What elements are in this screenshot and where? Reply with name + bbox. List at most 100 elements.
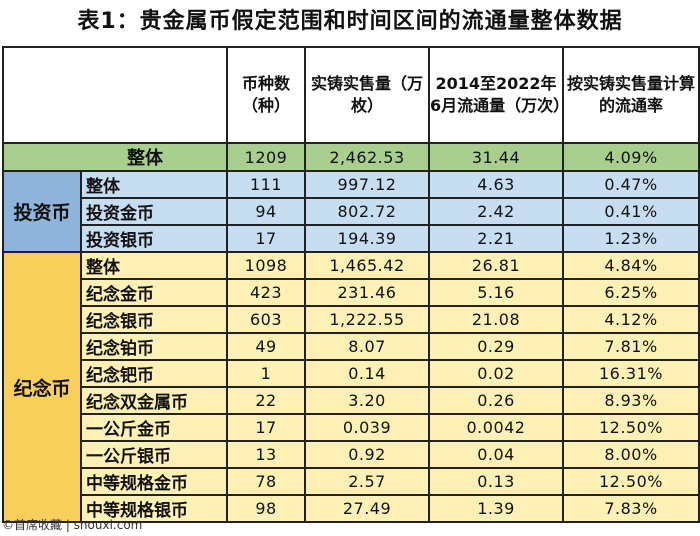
total-circulation: 31.44 — [428, 142, 564, 172]
row-count: 78 — [226, 467, 306, 496]
row-minted: 27.49 — [304, 494, 430, 523]
total-count: 1209 — [226, 142, 306, 172]
row-label: 整体 — [80, 170, 228, 199]
row-rate: 8.00% — [562, 440, 700, 469]
row-rate: 6.25% — [562, 278, 700, 307]
table-row: 一公斤金币 17 0.039 0.0042 12.50% — [3, 413, 700, 442]
table-row: 中等规格银币 98 27.49 1.39 7.83% — [3, 494, 700, 523]
row-label: 纪念钯币 — [80, 359, 228, 388]
investment-section: 投资币 整体 111 997.12 4.63 0.47% 投资金币 94 802.72 2.42 0… — [2, 170, 700, 253]
footer-credit: ©首席收藏 | shouxi.com — [2, 518, 143, 532]
row-circulation: 0.0042 — [428, 413, 564, 442]
row-circulation: 2.21 — [428, 224, 564, 253]
row-circulation: 0.13 — [428, 467, 564, 496]
table-row: 纪念银币 603 1,222.55 21.08 4.12% — [3, 305, 700, 334]
table-row: 中等规格金币 78 2.57 0.13 12.50% — [3, 467, 700, 496]
row-label: 一公斤金币 — [80, 413, 228, 442]
table-row: 纪念钯币 1 0.14 0.02 16.31% — [3, 359, 700, 388]
table-row: 纪念金币 423 231.46 5.16 6.25% — [3, 278, 700, 307]
table-row-total: 整体 1209 2,462.53 31.44 4.09% — [2, 142, 700, 172]
row-rate: 0.47% — [562, 170, 700, 199]
row-minted: 0.039 — [304, 413, 430, 442]
row-circulation: 0.04 — [428, 440, 564, 469]
row-minted: 2.57 — [304, 467, 430, 496]
circulation-table: 币种数（种） 实铸实售量（万枚） 2014至2022年6月流通量（万次） 按实铸… — [2, 46, 700, 523]
header-count: 币种数（种） — [226, 46, 306, 144]
page-title: 表1：贵金属币假定范围和时间区间的流通量整体数据 — [77, 9, 623, 34]
row-circulation: 0.26 — [428, 386, 564, 415]
row-minted: 194.39 — [304, 224, 430, 253]
header-minted: 实铸实售量（万枚） — [304, 46, 430, 144]
row-count: 1 — [226, 359, 306, 388]
row-minted: 802.72 — [304, 197, 430, 226]
table-row: 投资金币 94 802.72 2.42 0.41% — [3, 197, 700, 226]
row-count: 49 — [226, 332, 306, 361]
row-count: 1098 — [226, 251, 306, 280]
row-label: 投资银币 — [80, 224, 228, 253]
row-minted: 231.46 — [304, 278, 430, 307]
row-minted: 0.92 — [304, 440, 430, 469]
row-rate: 8.93% — [562, 386, 700, 415]
header-rate: 按实铸实售量计算的流通率 — [562, 46, 700, 144]
table-row: 纪念币 整体 1098 1,465.42 26.81 4.84% — [2, 251, 700, 523]
header-row: 币种数（种） 实铸实售量（万枚） 2014至2022年6月流通量（万次） 按实铸… — [2, 46, 700, 144]
row-label: 中等规格银币 — [80, 494, 228, 523]
row-circulation: 5.16 — [428, 278, 564, 307]
row-label: 中等规格金币 — [80, 467, 228, 496]
row-label: 纪念银币 — [80, 305, 228, 334]
total-minted: 2,462.53 — [304, 142, 430, 172]
row-circulation: 0.02 — [428, 359, 564, 388]
row-minted: 8.07 — [304, 332, 430, 361]
row-rate: 7.81% — [562, 332, 700, 361]
table-row: 投资银币 17 194.39 2.21 1.23% — [3, 224, 700, 253]
row-rate: 4.12% — [562, 305, 700, 334]
row-rate: 0.41% — [562, 197, 700, 226]
row-count: 22 — [226, 386, 306, 415]
row-label: 纪念铂币 — [80, 332, 228, 361]
row-count: 111 — [226, 170, 306, 199]
table-row: 纪念铂币 49 8.07 0.29 7.81% — [3, 332, 700, 361]
row-circulation: 0.29 — [428, 332, 564, 361]
table-row: 一公斤银币 13 0.92 0.04 8.00% — [3, 440, 700, 469]
total-rate: 4.09% — [562, 142, 700, 172]
row-count: 17 — [226, 413, 306, 442]
row-circulation: 26.81 — [428, 251, 564, 280]
header-blank — [2, 46, 228, 144]
row-minted: 1,222.55 — [304, 305, 430, 334]
row-label: 整体 — [80, 251, 228, 280]
commemorative-section: 纪念币 整体 1098 1,465.42 26.81 4.84% 纪念金币 423 231.46… — [2, 251, 700, 523]
investment-group-label: 投资币 — [2, 170, 82, 253]
header-circulation-label: 2014至2022年6月流通量（万次） — [430, 74, 570, 115]
row-rate: 12.50% — [562, 467, 700, 496]
row-label: 纪念双金属币 — [80, 386, 228, 415]
row-minted: 997.12 — [304, 170, 430, 199]
commemorative-group-label: 纪念币 — [2, 251, 82, 523]
row-rate: 7.83% — [562, 494, 700, 523]
row-label: 投资金币 — [80, 197, 228, 226]
row-minted: 0.14 — [304, 359, 430, 388]
row-label: 纪念金币 — [80, 278, 228, 307]
header-minted-label: 实铸实售量（万枚） — [310, 74, 423, 115]
row-count: 603 — [226, 305, 306, 334]
row-count: 94 — [226, 197, 306, 226]
table-row: 投资币 整体 111 997.12 4.63 0.47% — [2, 170, 700, 253]
row-circulation: 2.42 — [428, 197, 564, 226]
row-circulation: 1.39 — [428, 494, 564, 523]
row-circulation: 21.08 — [428, 305, 564, 334]
row-label: 一公斤银币 — [80, 440, 228, 469]
row-minted: 1,465.42 — [304, 251, 430, 280]
row-circulation: 4.63 — [428, 170, 564, 199]
row-rate: 1.23% — [562, 224, 700, 253]
header-count-label: 币种数（种） — [241, 74, 290, 115]
row-count: 98 — [226, 494, 306, 523]
row-rate: 12.50% — [562, 413, 700, 442]
row-rate: 4.84% — [562, 251, 700, 280]
table-row: 纪念双金属币 22 3.20 0.26 8.93% — [3, 386, 700, 415]
header-circulation: 2014至2022年6月流通量（万次） — [428, 46, 569, 144]
row-rate: 16.31% — [562, 359, 700, 388]
total-label: 整体 — [2, 142, 228, 172]
row-count: 423 — [226, 278, 306, 307]
header-rate-label: 按实铸实售量计算的流通率 — [566, 74, 695, 115]
row-count: 17 — [226, 224, 306, 253]
row-minted: 3.20 — [304, 386, 430, 415]
